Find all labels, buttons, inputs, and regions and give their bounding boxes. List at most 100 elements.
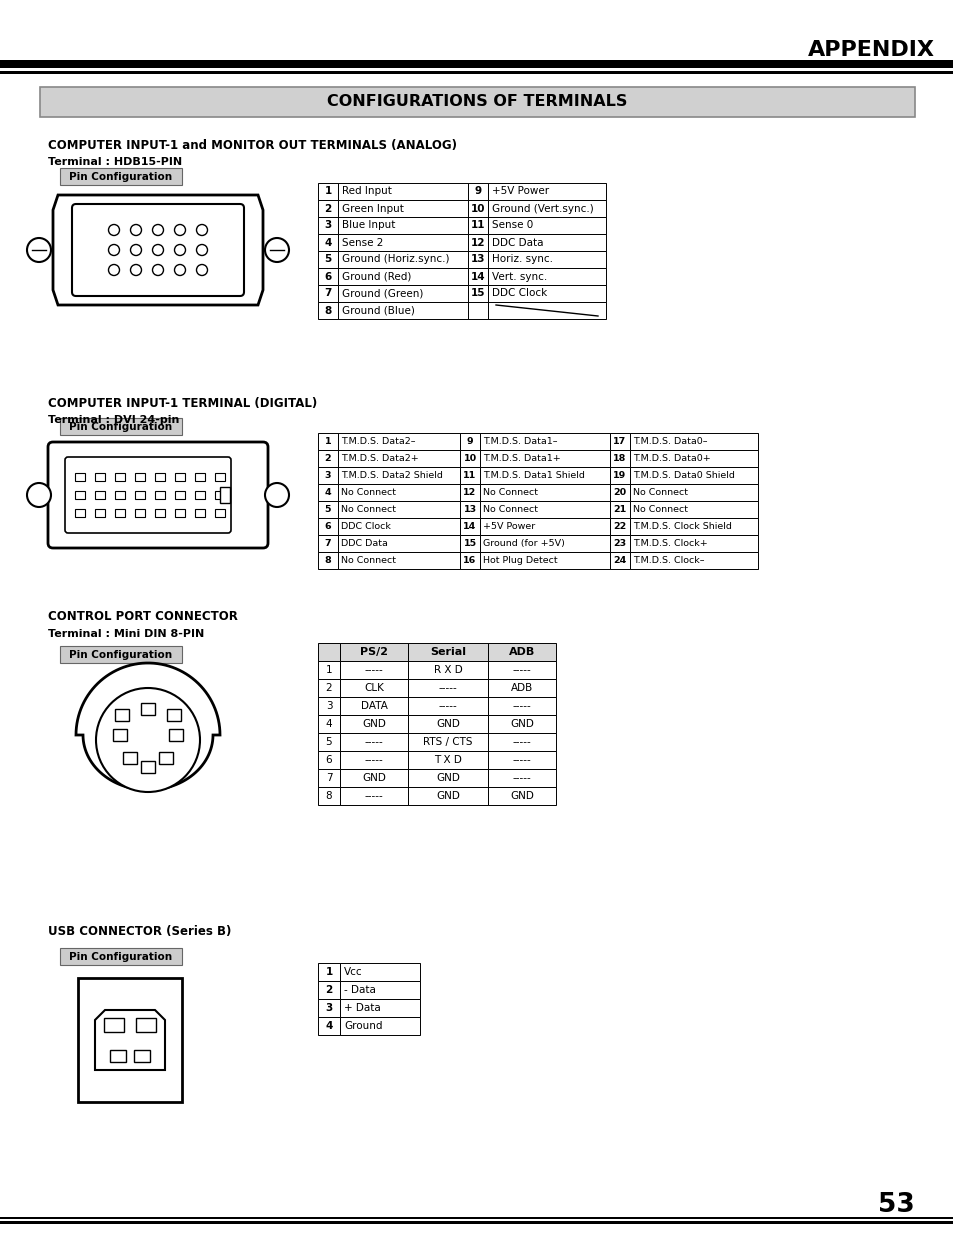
- Text: 11: 11: [463, 471, 476, 480]
- Bar: [479, 484, 609, 501]
- Bar: [459, 450, 479, 467]
- Bar: [317, 484, 337, 501]
- Circle shape: [27, 483, 51, 508]
- Bar: [0, 70, 953, 74]
- Bar: [317, 643, 339, 661]
- Circle shape: [109, 264, 119, 275]
- Polygon shape: [95, 1010, 165, 1070]
- Bar: [112, 729, 127, 741]
- Text: 8: 8: [324, 305, 332, 315]
- Bar: [468, 217, 488, 233]
- Text: 3: 3: [324, 471, 331, 480]
- Bar: [60, 168, 182, 185]
- Text: CONFIGURATIONS OF TERMINALS: CONFIGURATIONS OF TERMINALS: [327, 95, 626, 110]
- Bar: [115, 473, 125, 480]
- Text: T.M.D.S. Data1+: T.M.D.S. Data1+: [482, 454, 560, 463]
- Bar: [488, 697, 556, 715]
- Bar: [488, 679, 556, 697]
- Bar: [629, 484, 758, 501]
- Bar: [408, 715, 488, 734]
- Text: DATA: DATA: [360, 701, 387, 711]
- Bar: [488, 251, 605, 268]
- Text: Ground (Vert.sync.): Ground (Vert.sync.): [492, 204, 593, 214]
- Text: 8: 8: [325, 790, 332, 802]
- Bar: [609, 517, 629, 535]
- Text: Serial: Serial: [430, 647, 465, 657]
- Bar: [317, 769, 339, 787]
- Bar: [0, 1216, 953, 1219]
- Text: 11: 11: [470, 221, 485, 231]
- Bar: [337, 450, 459, 467]
- Text: -----: -----: [364, 664, 383, 676]
- Text: Pin Configuration: Pin Configuration: [70, 951, 172, 962]
- Bar: [110, 1050, 126, 1062]
- Bar: [317, 535, 337, 552]
- Text: DDC Data: DDC Data: [340, 538, 388, 548]
- Bar: [337, 517, 459, 535]
- Text: T.M.D.S. Clock–: T.M.D.S. Clock–: [633, 556, 703, 564]
- Text: 21: 21: [613, 505, 626, 514]
- Text: Pin Configuration: Pin Configuration: [70, 650, 172, 659]
- Bar: [629, 535, 758, 552]
- Bar: [60, 646, 182, 663]
- Bar: [135, 492, 145, 499]
- Bar: [459, 433, 479, 450]
- Bar: [337, 183, 468, 200]
- Text: 14: 14: [470, 272, 485, 282]
- Bar: [115, 709, 129, 721]
- Bar: [220, 487, 230, 503]
- Text: T.M.D.S. Clock+: T.M.D.S. Clock+: [633, 538, 707, 548]
- Text: USB CONNECTOR (Series B): USB CONNECTOR (Series B): [48, 925, 232, 939]
- Text: 10: 10: [470, 204, 485, 214]
- Bar: [317, 183, 337, 200]
- Polygon shape: [53, 195, 263, 305]
- Text: DDC Clock: DDC Clock: [492, 289, 547, 299]
- Circle shape: [174, 245, 185, 256]
- Text: 1: 1: [324, 186, 332, 196]
- Bar: [60, 417, 182, 435]
- Text: +5V Power: +5V Power: [482, 522, 535, 531]
- Text: 7: 7: [324, 538, 331, 548]
- Text: Sense 2: Sense 2: [341, 237, 383, 247]
- Text: Red Input: Red Input: [341, 186, 392, 196]
- Text: 15: 15: [463, 538, 476, 548]
- Text: COMPUTER INPUT-1 and MONITOR OUT TERMINALS (ANALOG): COMPUTER INPUT-1 and MONITOR OUT TERMINA…: [48, 138, 456, 152]
- Bar: [488, 715, 556, 734]
- Bar: [141, 703, 154, 715]
- Text: 24: 24: [613, 556, 626, 564]
- Bar: [337, 217, 468, 233]
- Text: 19: 19: [613, 471, 626, 480]
- Circle shape: [196, 225, 208, 236]
- Bar: [459, 484, 479, 501]
- Bar: [488, 661, 556, 679]
- Text: Ground: Ground: [344, 1021, 382, 1031]
- Bar: [339, 751, 408, 769]
- Bar: [317, 233, 337, 251]
- Bar: [174, 509, 185, 517]
- Text: 12: 12: [463, 488, 476, 496]
- Bar: [194, 473, 205, 480]
- Bar: [0, 61, 953, 68]
- Text: -----: -----: [512, 664, 531, 676]
- Text: 5: 5: [324, 254, 332, 264]
- Text: - Data: - Data: [344, 986, 375, 995]
- Bar: [115, 492, 125, 499]
- Bar: [609, 535, 629, 552]
- Text: 4: 4: [324, 237, 332, 247]
- Circle shape: [152, 245, 163, 256]
- Bar: [159, 752, 172, 764]
- Text: Vert. sync.: Vert. sync.: [492, 272, 547, 282]
- Bar: [317, 552, 337, 569]
- Bar: [95, 492, 105, 499]
- Bar: [408, 643, 488, 661]
- Text: Blue Input: Blue Input: [341, 221, 395, 231]
- Text: Vcc: Vcc: [344, 967, 362, 977]
- Bar: [339, 787, 408, 805]
- Circle shape: [96, 688, 200, 792]
- Bar: [408, 734, 488, 751]
- Bar: [479, 450, 609, 467]
- Text: 7: 7: [325, 773, 332, 783]
- Bar: [488, 183, 605, 200]
- Text: -----: -----: [438, 683, 456, 693]
- Text: 12: 12: [470, 237, 485, 247]
